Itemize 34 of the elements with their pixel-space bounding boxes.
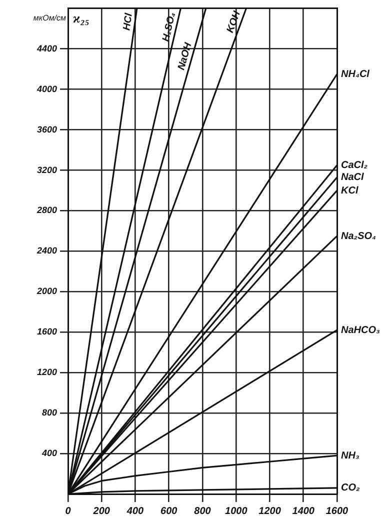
text: NaOH (176, 40, 194, 72)
x-tick-label: 1200 (258, 506, 282, 517)
x-tick-label: 1400 (292, 506, 315, 517)
x-tick-label: 200 (92, 506, 110, 517)
series-label: NaCl (341, 172, 364, 184)
x-tick-label: 1000 (225, 506, 248, 517)
y-tick-label: 400 (40, 448, 58, 458)
series-label: NH₄Cl (341, 68, 370, 80)
series-label: CO₂ (341, 482, 360, 494)
series-label: KCl (341, 185, 358, 196)
text: KOH (225, 9, 244, 34)
x-tick-label: 800 (194, 506, 212, 517)
y-tick-label: 1600 (36, 326, 58, 337)
y-tick-label: 1200 (36, 367, 58, 378)
annotation: ϰ₂₅ (73, 10, 90, 26)
y-axis-title: мкОм/см (33, 14, 67, 23)
x-tick-label: 0 (65, 506, 72, 517)
y-tick-label: 4000 (36, 84, 58, 94)
series-label: NaHCO₃ (341, 324, 380, 336)
y-tick-label: 2400 (36, 246, 58, 256)
x-tick-label: 400 (126, 506, 144, 517)
y-tick-label: 3600 (36, 124, 58, 134)
y-tick-label: 3200 (36, 164, 58, 175)
y-tick-label: 2000 (36, 286, 58, 296)
y-tick-label: 2800 (36, 205, 58, 216)
text: H₂SO₄ (160, 11, 178, 43)
series-label: NH₃ (341, 450, 360, 462)
series-label: Na₂SO₄ (341, 230, 376, 242)
series-label: CaCl₂ (341, 160, 368, 171)
y-tick-label: 800 (42, 408, 58, 418)
x-tick-label: 1600 (326, 506, 349, 517)
y-tick-label: 4400 (36, 43, 58, 54)
text: HCl (122, 12, 135, 32)
x-tick-label: 600 (160, 506, 178, 517)
